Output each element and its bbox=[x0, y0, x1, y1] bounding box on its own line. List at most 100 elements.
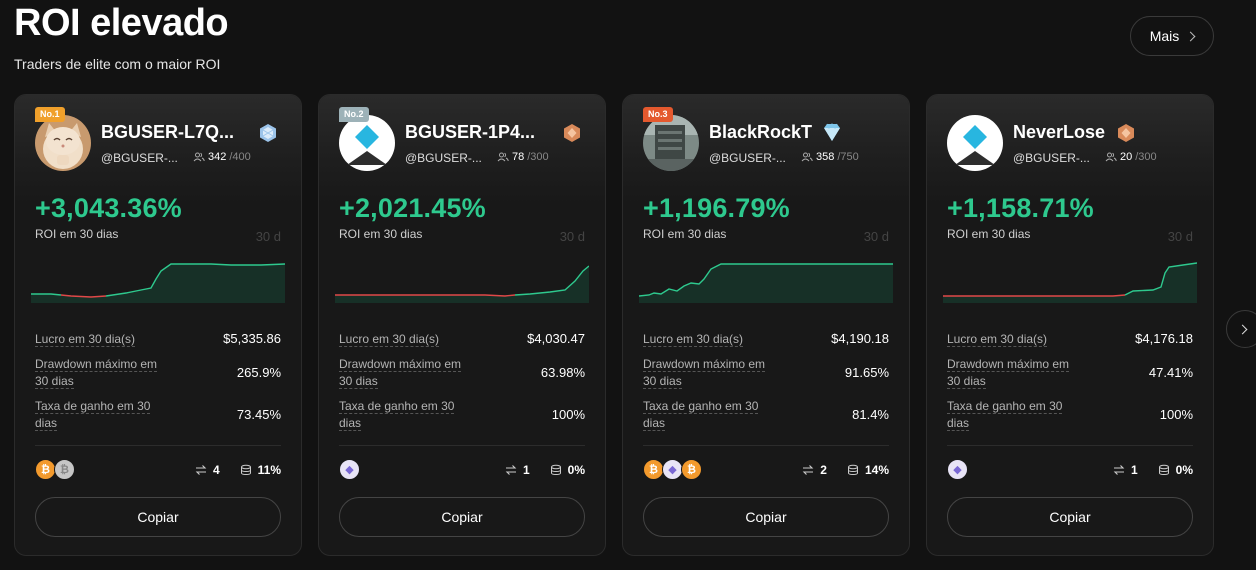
ethereum-icon: ◆ bbox=[339, 459, 360, 480]
trader-card[interactable]: No.3 BlackRockT @BGUSER-... 358/750 +1,1… bbox=[622, 94, 910, 556]
divider bbox=[947, 445, 1193, 446]
copy-button[interactable]: Copiar bbox=[35, 497, 281, 537]
avatar[interactable] bbox=[643, 115, 699, 171]
followers-value: 78 bbox=[512, 151, 525, 163]
avatar[interactable] bbox=[339, 115, 395, 171]
carousel-next-button[interactable] bbox=[1226, 310, 1256, 348]
winrate-label: Taxa de ganho em 30 dias bbox=[35, 399, 151, 431]
roi-value: +3,043.36% bbox=[35, 193, 182, 223]
users-icon bbox=[497, 152, 509, 162]
card-meta: 1 0% bbox=[1113, 463, 1193, 477]
drawdown-value: 91.65% bbox=[844, 365, 889, 380]
trader-handle: @BGUSER-... bbox=[405, 151, 482, 165]
profit-value: $4,190.18 bbox=[831, 331, 889, 346]
divider bbox=[35, 445, 281, 446]
pairs-count: 1 bbox=[1130, 463, 1138, 477]
avatar[interactable] bbox=[947, 115, 1003, 171]
trader-card[interactable]: No.1 BGUSER-L7Q... @BGUSER-... 342/400 +… bbox=[14, 94, 302, 556]
trader-name[interactable]: NeverLose bbox=[1013, 122, 1106, 142]
winrate-value: 100% bbox=[551, 407, 585, 422]
card-meta: 1 0% bbox=[505, 463, 585, 477]
profit-label: Lucro em 30 dia(s) bbox=[643, 332, 744, 347]
roi-sparkline bbox=[943, 262, 1197, 303]
profit-label: Lucro em 30 dia(s) bbox=[339, 332, 440, 347]
ethereum-icon: ◆ bbox=[947, 459, 968, 480]
followers-max: /300 bbox=[1135, 151, 1157, 163]
winrate-label: Taxa de ganho em 30 dias bbox=[947, 399, 1063, 431]
trader-name[interactable]: BlackRockT bbox=[709, 122, 813, 142]
page-title: ROI elevado bbox=[14, 2, 229, 44]
profit-value: $4,030.47 bbox=[527, 331, 585, 346]
database-icon bbox=[240, 464, 251, 475]
followers-count: 20/300 bbox=[1105, 151, 1157, 163]
bronze-tier-icon bbox=[564, 124, 580, 142]
swap-arrows-icon bbox=[802, 465, 814, 475]
share-value: 0% bbox=[567, 463, 585, 477]
more-button[interactable]: Mais bbox=[1130, 16, 1214, 56]
rank-badge: No.2 bbox=[339, 107, 369, 122]
drawdown-value: 265.9% bbox=[236, 365, 281, 380]
followers-count: 358/750 bbox=[801, 151, 859, 163]
swap-arrows-icon bbox=[195, 465, 207, 475]
card-meta: 2 14% bbox=[802, 463, 889, 477]
chevron-right-icon bbox=[1237, 324, 1248, 335]
followers-value: 342 bbox=[208, 151, 227, 163]
cat-avatar-icon bbox=[35, 115, 91, 171]
more-button-label: Mais bbox=[1149, 28, 1180, 44]
copy-button[interactable]: Copiar bbox=[947, 497, 1193, 537]
followers-max: /750 bbox=[837, 151, 859, 163]
copy-button[interactable]: Copiar bbox=[643, 497, 889, 537]
coin-list: ◆ bbox=[947, 459, 968, 480]
share-value: 11% bbox=[257, 463, 281, 477]
default-diamond-avatar-icon bbox=[339, 115, 395, 171]
coin-list: ◆ bbox=[339, 459, 360, 480]
trader-card[interactable]: NeverLose @BGUSER-... 20/300 +1,158.71% … bbox=[926, 94, 1214, 556]
chevron-right-icon bbox=[1185, 31, 1196, 42]
followers-max: /300 bbox=[527, 151, 549, 163]
diamond-tier-icon bbox=[260, 124, 276, 142]
users-icon bbox=[193, 152, 205, 162]
pairs-count: 2 bbox=[820, 463, 827, 477]
trader-name[interactable]: BGUSER-1P4... bbox=[405, 122, 536, 142]
roi-label: ROI em 30 dias bbox=[339, 227, 423, 241]
followers-value: 358 bbox=[816, 151, 835, 163]
trader-handle: @BGUSER-... bbox=[709, 151, 786, 165]
diamond-tier-icon bbox=[824, 123, 840, 141]
profit-label: Lucro em 30 dia(s) bbox=[35, 332, 136, 347]
bronze-tier-icon bbox=[1118, 124, 1134, 142]
share-value: 0% bbox=[1175, 463, 1193, 477]
copy-button[interactable]: Copiar bbox=[339, 497, 585, 537]
chart-period-label: 30 d bbox=[863, 229, 889, 244]
coin-list: ₿ ₿ bbox=[35, 459, 75, 480]
chart-period-label: 30 d bbox=[559, 229, 585, 244]
roi-sparkline bbox=[639, 263, 893, 303]
profit-value: $4,176.18 bbox=[1135, 331, 1193, 346]
followers-count: 78/300 bbox=[497, 151, 549, 163]
chart-period-label: 30 d bbox=[1167, 229, 1193, 244]
profit-value: $5,335.86 bbox=[223, 331, 281, 346]
swap-arrows-icon bbox=[1113, 465, 1125, 475]
trader-handle: @BGUSER-... bbox=[101, 151, 178, 165]
trader-name[interactable]: BGUSER-L7Q... bbox=[101, 122, 235, 142]
coin-list: ₿ ◆ ₿ bbox=[643, 459, 702, 480]
avatar[interactable] bbox=[35, 115, 91, 171]
roi-label: ROI em 30 dias bbox=[947, 227, 1031, 241]
roi-value: +1,196.79% bbox=[643, 193, 790, 223]
trader-card[interactable]: No.2 BGUSER-1P4... @BGUSER-... 78/300 +2… bbox=[318, 94, 606, 556]
followers-max: /400 bbox=[229, 151, 251, 163]
followers-count: 342/400 bbox=[193, 151, 251, 163]
database-icon bbox=[550, 464, 561, 475]
users-icon bbox=[801, 152, 813, 162]
page-subtitle: Traders de elite com o maior ROI bbox=[14, 56, 221, 72]
roi-label: ROI em 30 dias bbox=[35, 227, 119, 241]
winrate-value: 100% bbox=[1159, 407, 1193, 422]
building-avatar-icon bbox=[643, 115, 699, 171]
database-icon bbox=[1158, 464, 1169, 475]
drawdown-value: 63.98% bbox=[540, 365, 585, 380]
drawdown-label: Drawdown máximo em 30 dias bbox=[35, 357, 158, 389]
drawdown-label: Drawdown máximo em 30 dias bbox=[339, 357, 462, 389]
trader-handle: @BGUSER-... bbox=[1013, 151, 1090, 165]
share-value: 14% bbox=[864, 463, 889, 477]
default-diamond-avatar-icon bbox=[947, 115, 1003, 171]
silver-coin-icon: ₿ bbox=[54, 459, 75, 480]
